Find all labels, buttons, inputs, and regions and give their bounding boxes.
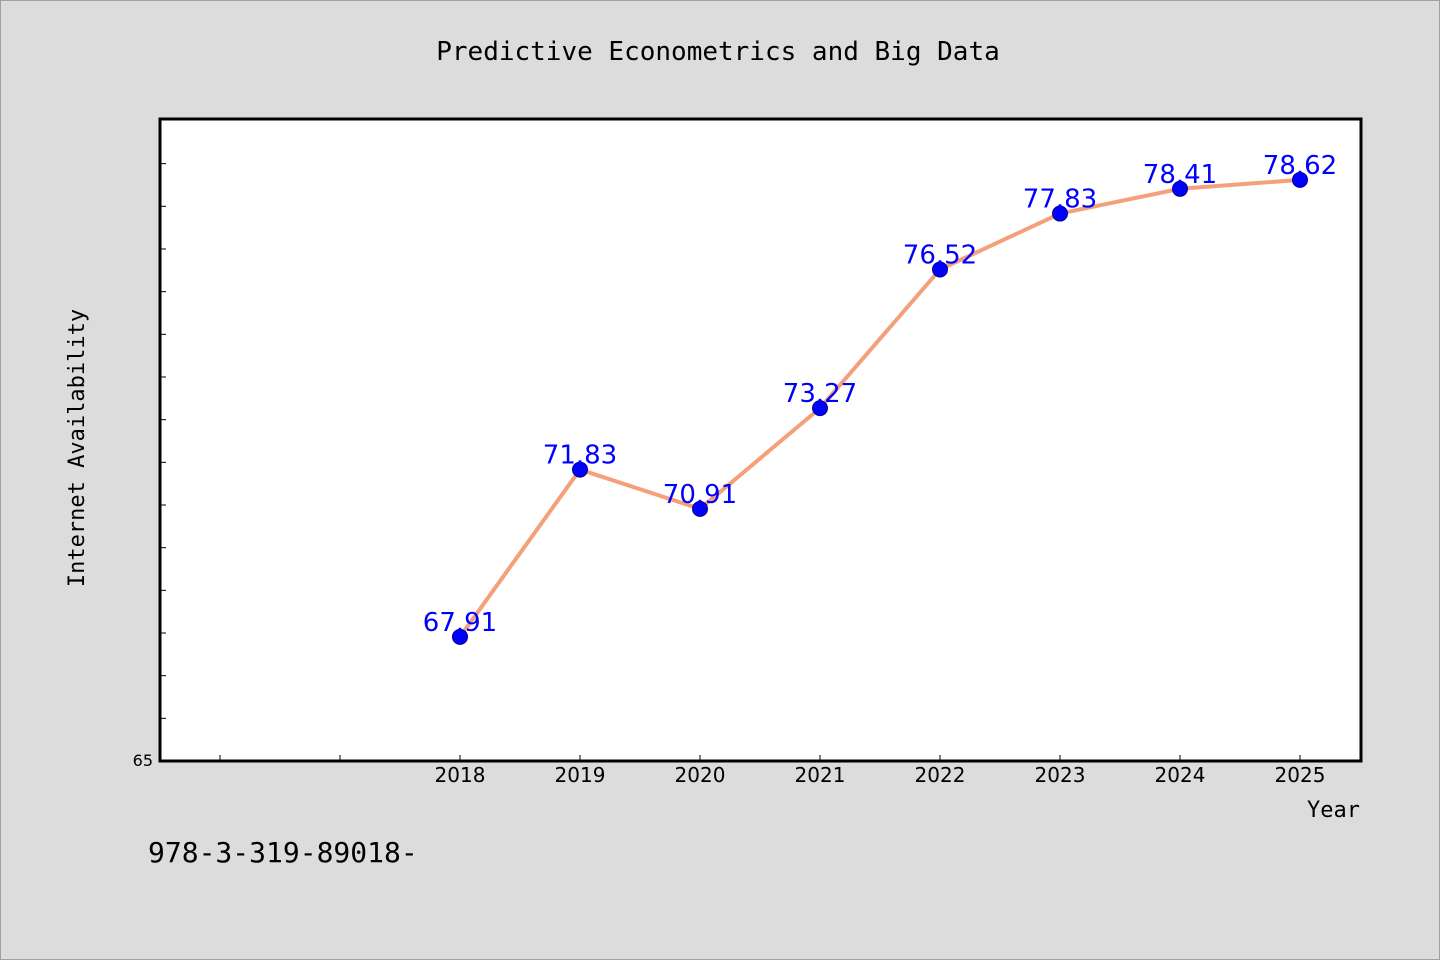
data-labels: 67.91 71.83 70.91 73.27 76.52 77.83 78.41 78.62	[423, 151, 1337, 638]
y-tick-label: 65	[133, 751, 153, 770]
data-point	[1172, 180, 1188, 197]
data-point	[1292, 171, 1308, 188]
x-tick-labels: 2018 2019 2020 2021 2022 2023 2024 2025	[435, 763, 1326, 787]
data-label: 70.91	[663, 480, 737, 510]
chart-title: Predictive Econometrics and Big Data	[436, 37, 1000, 67]
data-label: 73.27	[783, 379, 857, 409]
data-label: 71.83	[543, 441, 617, 471]
data-label: 78.41	[1143, 160, 1217, 190]
data-label: 67.91	[423, 608, 497, 638]
x-tick-label: 2020	[675, 763, 726, 787]
data-label: 78.62	[1263, 151, 1337, 181]
y-axis-ticks	[160, 163, 166, 719]
x-tick-label: 2021	[795, 763, 846, 787]
data-point	[452, 628, 468, 645]
data-point	[932, 261, 948, 278]
series-layer	[452, 171, 1308, 645]
x-tick-label: 2024	[1155, 763, 1206, 787]
x-tick-label: 2025	[1275, 763, 1326, 787]
plot-area	[158, 117, 1363, 763]
x-axis-ticks	[219, 755, 1301, 761]
data-label: 76.52	[903, 240, 977, 270]
y-axis-label: Internet Availability	[65, 309, 90, 587]
x-tick-label: 2022	[915, 763, 966, 787]
x-tick-label: 2018	[435, 763, 486, 787]
series-line	[458, 177, 1301, 638]
x-axis-label: Year	[1307, 798, 1360, 823]
data-point	[572, 461, 588, 478]
data-point	[812, 400, 828, 417]
x-tick-label: 2023	[1035, 763, 1086, 787]
x-tick-label: 2019	[555, 763, 606, 787]
footer-text: 978-3-319-89018-	[148, 836, 418, 869]
data-point	[1052, 205, 1068, 222]
data-label: 77.83	[1023, 185, 1097, 215]
data-point	[692, 500, 708, 517]
